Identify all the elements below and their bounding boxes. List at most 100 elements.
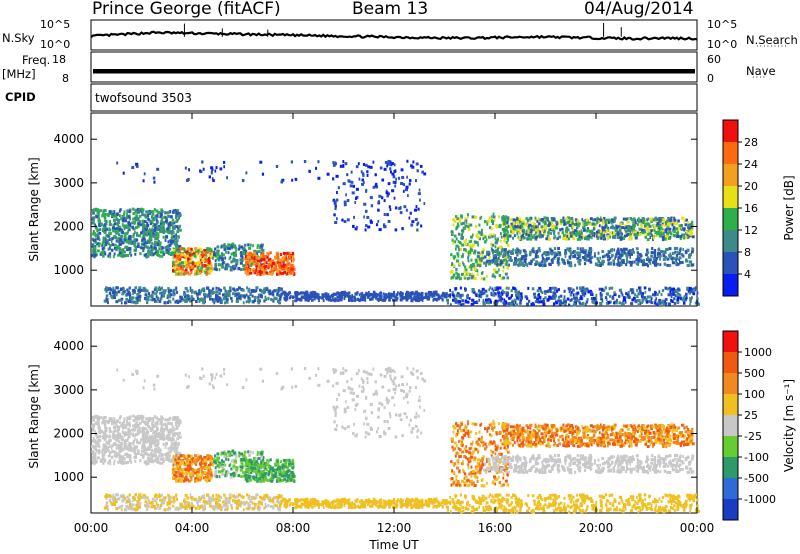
power-cell <box>128 297 131 301</box>
power-cell <box>417 192 421 196</box>
power-cell <box>667 231 670 235</box>
freq-label: Freq. <box>22 53 51 67</box>
power-cell <box>173 240 176 244</box>
power-cell <box>673 297 676 301</box>
power-cell <box>259 258 263 262</box>
power-cell <box>353 298 357 302</box>
power-cell <box>487 235 492 239</box>
power-cell <box>602 220 605 224</box>
power-cell <box>622 217 626 221</box>
power-cell <box>487 250 491 254</box>
power-cell <box>311 298 314 302</box>
power-cell <box>219 263 222 267</box>
power-cell <box>682 248 684 252</box>
power-cell <box>516 219 519 223</box>
power-cell <box>632 218 636 222</box>
power-cell <box>198 268 201 272</box>
power-cell <box>382 223 386 227</box>
power-cell <box>555 289 559 293</box>
power-cell <box>183 269 186 273</box>
power-cell <box>455 271 458 275</box>
power-cell <box>675 253 679 257</box>
power-cell <box>505 262 508 266</box>
power-cell <box>496 252 500 256</box>
power-cell <box>281 259 284 263</box>
power-cell <box>529 237 533 241</box>
power-cell <box>213 253 216 257</box>
power-cell <box>410 223 414 227</box>
power-cell <box>188 257 192 261</box>
power-cell <box>179 296 182 300</box>
power-cell <box>478 237 482 241</box>
power-cell <box>669 252 672 256</box>
power-cell <box>92 216 96 220</box>
power-cell <box>671 220 675 224</box>
power-cell <box>492 268 497 272</box>
power-cell <box>483 240 487 244</box>
power-cell <box>414 179 417 183</box>
power-cell <box>99 228 102 232</box>
power-cell <box>478 223 481 227</box>
power-cell <box>637 292 641 296</box>
power-cell <box>147 211 151 215</box>
power-cell <box>389 208 392 212</box>
power-cell <box>111 243 115 247</box>
power-cell <box>605 229 609 233</box>
power-cell <box>247 253 250 257</box>
power-cell <box>176 257 180 261</box>
velocity-cell <box>112 462 115 466</box>
velocity-cell <box>172 433 175 437</box>
power-cell <box>172 297 175 301</box>
power-cell <box>592 222 595 226</box>
power-cell <box>538 263 542 267</box>
power-cell <box>690 220 694 224</box>
power-cell <box>624 300 627 304</box>
power-cell <box>546 258 548 262</box>
power-cell <box>229 255 232 259</box>
velocity-cell <box>160 426 163 430</box>
power-cell <box>404 292 408 296</box>
power-cell <box>153 208 156 212</box>
power-cell <box>654 230 658 234</box>
power-cell <box>455 227 458 231</box>
power-cell <box>404 188 409 192</box>
power-cell <box>156 237 159 241</box>
power-cell <box>687 289 691 293</box>
power-cell <box>153 217 156 221</box>
power-cell <box>526 218 529 222</box>
power-cell <box>247 265 250 269</box>
power-cell <box>682 236 686 240</box>
power-cell <box>463 269 466 273</box>
power-cell <box>197 260 201 264</box>
power-cell <box>452 263 456 267</box>
power-cell <box>652 260 654 264</box>
power-cell <box>383 199 386 203</box>
cpid-text: twofsound 3503 <box>95 91 192 105</box>
power-cell <box>226 246 230 250</box>
power-cell <box>477 289 481 293</box>
power-cell <box>225 292 229 296</box>
velocity-cell <box>98 426 101 430</box>
power-cell <box>196 249 200 253</box>
power-cell <box>321 296 324 300</box>
power-cell <box>588 234 591 238</box>
power-cell <box>372 294 376 298</box>
power-cell <box>259 272 262 276</box>
power-cell <box>549 228 552 232</box>
power-cell <box>493 249 497 253</box>
power-cell <box>554 234 557 238</box>
power-cell <box>222 244 225 248</box>
power-cell <box>132 232 135 236</box>
power-cell <box>245 300 248 304</box>
power-cell <box>458 219 461 223</box>
power-cell <box>143 220 147 224</box>
power-cell <box>649 232 652 236</box>
power-cell <box>203 264 207 268</box>
power-cell <box>486 252 488 256</box>
power-cell <box>172 231 175 235</box>
power-cell <box>305 295 308 299</box>
power-cell <box>211 287 215 291</box>
power-cell <box>518 294 521 298</box>
power-cell <box>516 259 519 263</box>
power-cell <box>98 224 102 228</box>
